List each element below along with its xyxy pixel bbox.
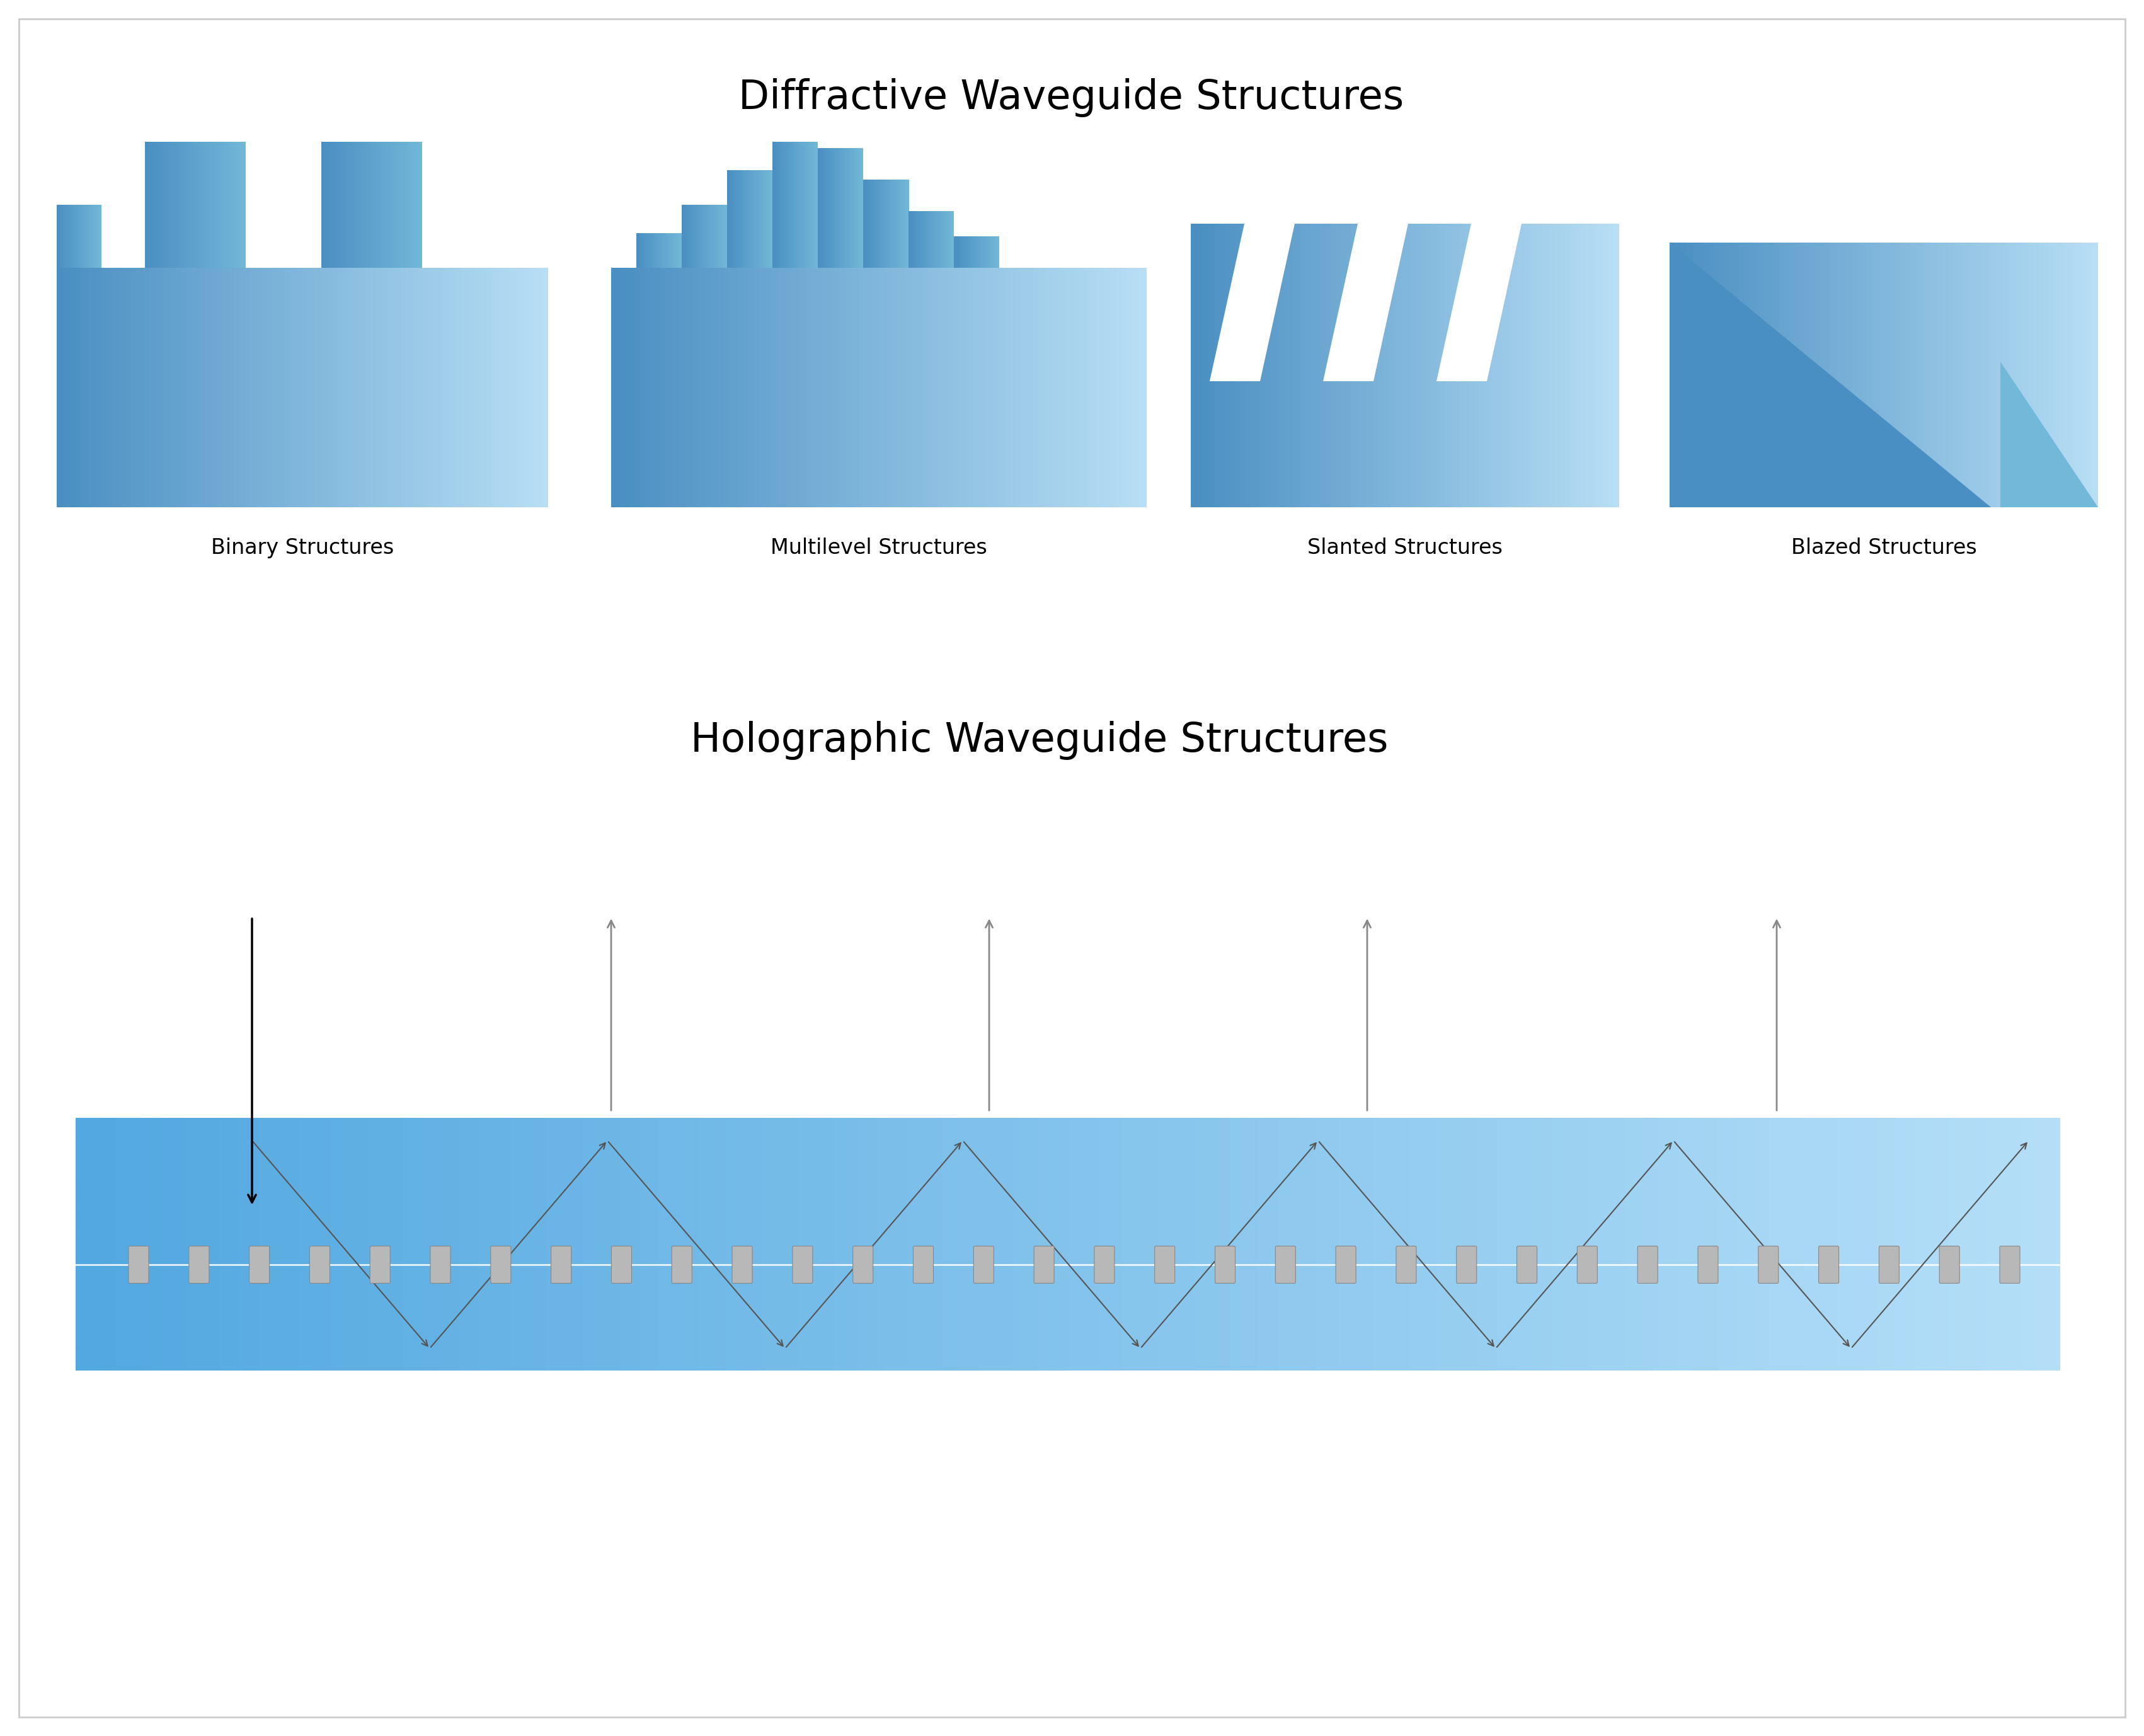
Text: Binary Structures: Binary Structures [210,538,394,559]
FancyBboxPatch shape [913,1246,933,1283]
FancyBboxPatch shape [731,1246,753,1283]
FancyBboxPatch shape [1396,1246,1417,1283]
FancyBboxPatch shape [793,1246,813,1283]
FancyBboxPatch shape [1940,1246,1960,1283]
FancyBboxPatch shape [853,1246,873,1283]
FancyBboxPatch shape [1638,1246,1657,1283]
FancyBboxPatch shape [551,1246,570,1283]
Text: Multilevel Structures: Multilevel Structures [770,538,986,559]
FancyBboxPatch shape [1698,1246,1717,1283]
FancyBboxPatch shape [1758,1246,1777,1283]
FancyBboxPatch shape [1156,1246,1175,1283]
FancyBboxPatch shape [249,1246,270,1283]
Polygon shape [1670,243,1992,507]
FancyBboxPatch shape [1878,1246,1900,1283]
Text: Blazed Structures: Blazed Structures [1790,538,1977,559]
FancyBboxPatch shape [309,1246,330,1283]
FancyBboxPatch shape [671,1246,693,1283]
FancyBboxPatch shape [491,1246,510,1283]
FancyBboxPatch shape [973,1246,993,1283]
Text: Diffractive Waveguide Structures: Diffractive Waveguide Structures [738,78,1404,118]
Text: Slanted Structures: Slanted Structures [1308,538,1503,559]
Polygon shape [1323,224,1409,382]
FancyBboxPatch shape [1818,1246,1840,1283]
FancyBboxPatch shape [431,1246,450,1283]
FancyBboxPatch shape [1093,1246,1115,1283]
FancyBboxPatch shape [1516,1246,1537,1283]
FancyBboxPatch shape [1216,1246,1235,1283]
Text: Holographic Waveguide Structures: Holographic Waveguide Structures [690,720,1389,760]
FancyBboxPatch shape [1336,1246,1355,1283]
Polygon shape [1209,224,1295,382]
FancyBboxPatch shape [189,1246,210,1283]
FancyBboxPatch shape [1456,1246,1477,1283]
Polygon shape [2000,361,2099,507]
FancyBboxPatch shape [611,1246,632,1283]
FancyBboxPatch shape [129,1246,148,1283]
FancyBboxPatch shape [1578,1246,1597,1283]
FancyBboxPatch shape [2000,1246,2020,1283]
FancyBboxPatch shape [1033,1246,1055,1283]
FancyBboxPatch shape [371,1246,390,1283]
Polygon shape [1436,224,1522,382]
FancyBboxPatch shape [1276,1246,1295,1283]
